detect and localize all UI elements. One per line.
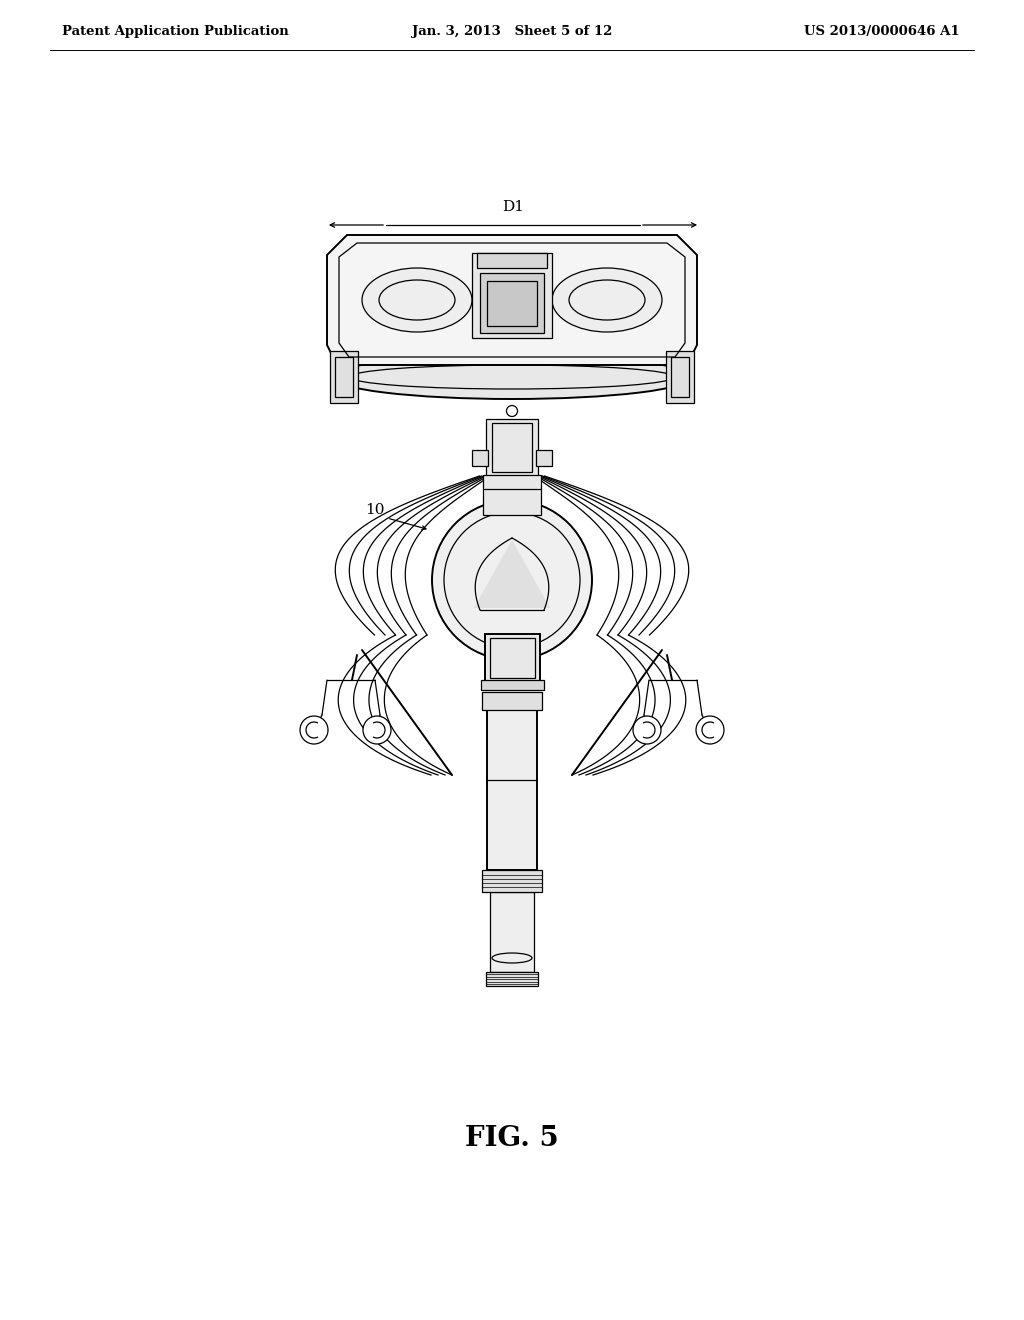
Text: D1: D1 <box>502 201 524 214</box>
Bar <box>487 281 537 326</box>
Text: US 2013/0000646 A1: US 2013/0000646 A1 <box>805 25 961 38</box>
Bar <box>482 870 542 892</box>
Text: 10: 10 <box>366 503 385 517</box>
Bar <box>472 450 488 466</box>
Bar <box>330 351 358 403</box>
Polygon shape <box>327 235 697 366</box>
Polygon shape <box>474 540 550 609</box>
Circle shape <box>432 500 592 660</box>
Circle shape <box>633 715 662 744</box>
Circle shape <box>696 715 724 744</box>
Ellipse shape <box>362 268 472 333</box>
Circle shape <box>507 405 517 417</box>
Bar <box>477 252 547 268</box>
Bar <box>536 450 552 466</box>
Bar <box>486 972 538 986</box>
Text: FIG. 5: FIG. 5 <box>465 1125 559 1151</box>
Bar <box>666 351 694 403</box>
Bar <box>489 638 535 678</box>
Circle shape <box>300 715 328 744</box>
Bar <box>487 696 537 870</box>
Bar <box>490 892 534 972</box>
Circle shape <box>362 715 391 744</box>
Bar <box>671 356 689 397</box>
Bar <box>480 680 544 690</box>
Ellipse shape <box>552 268 662 333</box>
Bar <box>480 272 544 333</box>
Bar <box>486 418 538 477</box>
Bar <box>472 252 552 338</box>
Bar <box>484 634 540 682</box>
Text: Jan. 3, 2013   Sheet 5 of 12: Jan. 3, 2013 Sheet 5 of 12 <box>412 25 612 38</box>
Text: Patent Application Publication: Patent Application Publication <box>62 25 289 38</box>
Bar <box>492 422 532 473</box>
Bar <box>483 475 541 515</box>
Ellipse shape <box>332 355 692 399</box>
Bar <box>482 692 542 710</box>
Bar <box>335 356 353 397</box>
